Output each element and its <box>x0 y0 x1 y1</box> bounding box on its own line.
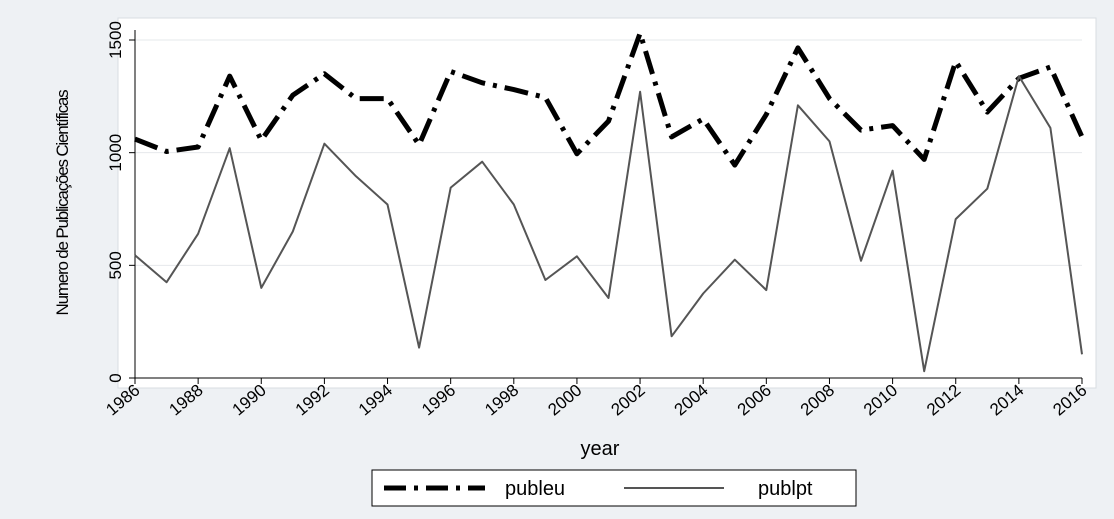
y-tick-label: 1000 <box>106 134 125 172</box>
series-lines <box>134 30 1085 373</box>
y-tick-label: 0 <box>106 373 125 382</box>
y-axis-label: Numero de Publicações Científicas <box>53 90 72 316</box>
x-axis-label: year <box>581 438 620 460</box>
series-line-publpt <box>134 75 1083 373</box>
legend-label-publpt: publpt <box>758 478 813 500</box>
series-line-publeu <box>134 30 1085 168</box>
y-tick-label: 500 <box>106 251 125 279</box>
legend-box <box>371 469 857 507</box>
legend: publeu publpt <box>371 469 857 507</box>
legend-label-publeu: publeu <box>505 478 565 500</box>
y-tick-label: 1500 <box>106 21 125 59</box>
